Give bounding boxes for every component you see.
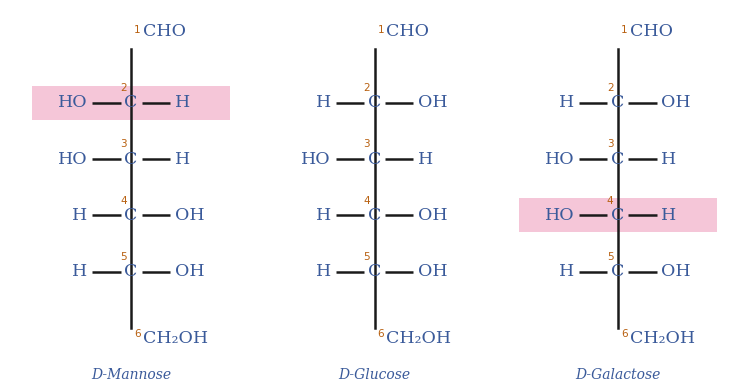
Text: OH: OH <box>175 263 204 280</box>
Text: 1: 1 <box>621 25 628 35</box>
Text: 4: 4 <box>120 196 127 206</box>
Text: 5: 5 <box>120 252 127 262</box>
Text: C: C <box>611 151 625 168</box>
Text: 1: 1 <box>377 25 384 35</box>
Text: 3: 3 <box>120 139 127 149</box>
Text: CHO: CHO <box>386 23 429 40</box>
Text: 3: 3 <box>607 139 613 149</box>
Text: 6: 6 <box>377 329 384 340</box>
Text: OH: OH <box>661 94 691 111</box>
Text: D-Galactose: D-Galactose <box>575 368 661 382</box>
Text: H: H <box>418 151 433 168</box>
Bar <box>31 86 231 120</box>
Text: OH: OH <box>418 207 448 224</box>
Text: CHO: CHO <box>143 23 186 40</box>
Text: 5: 5 <box>607 252 613 262</box>
Text: OH: OH <box>175 207 204 224</box>
Text: 2: 2 <box>363 83 370 93</box>
Text: H: H <box>661 151 676 168</box>
Text: C: C <box>368 263 381 280</box>
Text: 2: 2 <box>607 83 613 93</box>
Text: 6: 6 <box>134 329 141 340</box>
Text: H: H <box>73 207 88 224</box>
Text: H: H <box>560 263 574 280</box>
Text: H: H <box>316 263 331 280</box>
Text: HO: HO <box>58 94 88 111</box>
Text: HO: HO <box>58 151 88 168</box>
Text: OH: OH <box>661 263 691 280</box>
Text: D-Glucose: D-Glucose <box>339 368 410 382</box>
Text: D-Mannose: D-Mannose <box>91 368 171 382</box>
Text: 1: 1 <box>134 25 141 35</box>
Text: OH: OH <box>418 263 448 280</box>
Text: CHO: CHO <box>630 23 673 40</box>
Text: C: C <box>368 94 381 111</box>
Text: C: C <box>124 151 138 168</box>
Text: CH₂OH: CH₂OH <box>630 330 695 347</box>
Text: H: H <box>560 94 574 111</box>
Text: C: C <box>611 263 625 280</box>
Text: C: C <box>124 263 138 280</box>
Text: H: H <box>661 207 676 224</box>
Text: 6: 6 <box>621 329 628 340</box>
Text: 2: 2 <box>120 83 127 93</box>
Text: H: H <box>175 151 189 168</box>
Text: 4: 4 <box>363 196 370 206</box>
Text: HO: HO <box>545 151 574 168</box>
Text: H: H <box>73 263 88 280</box>
Text: CH₂OH: CH₂OH <box>386 330 452 347</box>
Text: CH₂OH: CH₂OH <box>143 330 208 347</box>
Text: C: C <box>124 207 138 224</box>
Text: 4: 4 <box>607 196 613 206</box>
Text: C: C <box>124 94 138 111</box>
Text: H: H <box>175 94 189 111</box>
Text: C: C <box>368 151 381 168</box>
Text: C: C <box>368 207 381 224</box>
Text: H: H <box>316 207 331 224</box>
Text: 3: 3 <box>363 139 370 149</box>
Bar <box>518 198 717 232</box>
Text: C: C <box>611 207 625 224</box>
Text: H: H <box>316 94 331 111</box>
Text: HO: HO <box>545 207 574 224</box>
Text: 5: 5 <box>363 252 370 262</box>
Text: C: C <box>611 94 625 111</box>
Text: OH: OH <box>418 94 448 111</box>
Text: HO: HO <box>301 151 331 168</box>
